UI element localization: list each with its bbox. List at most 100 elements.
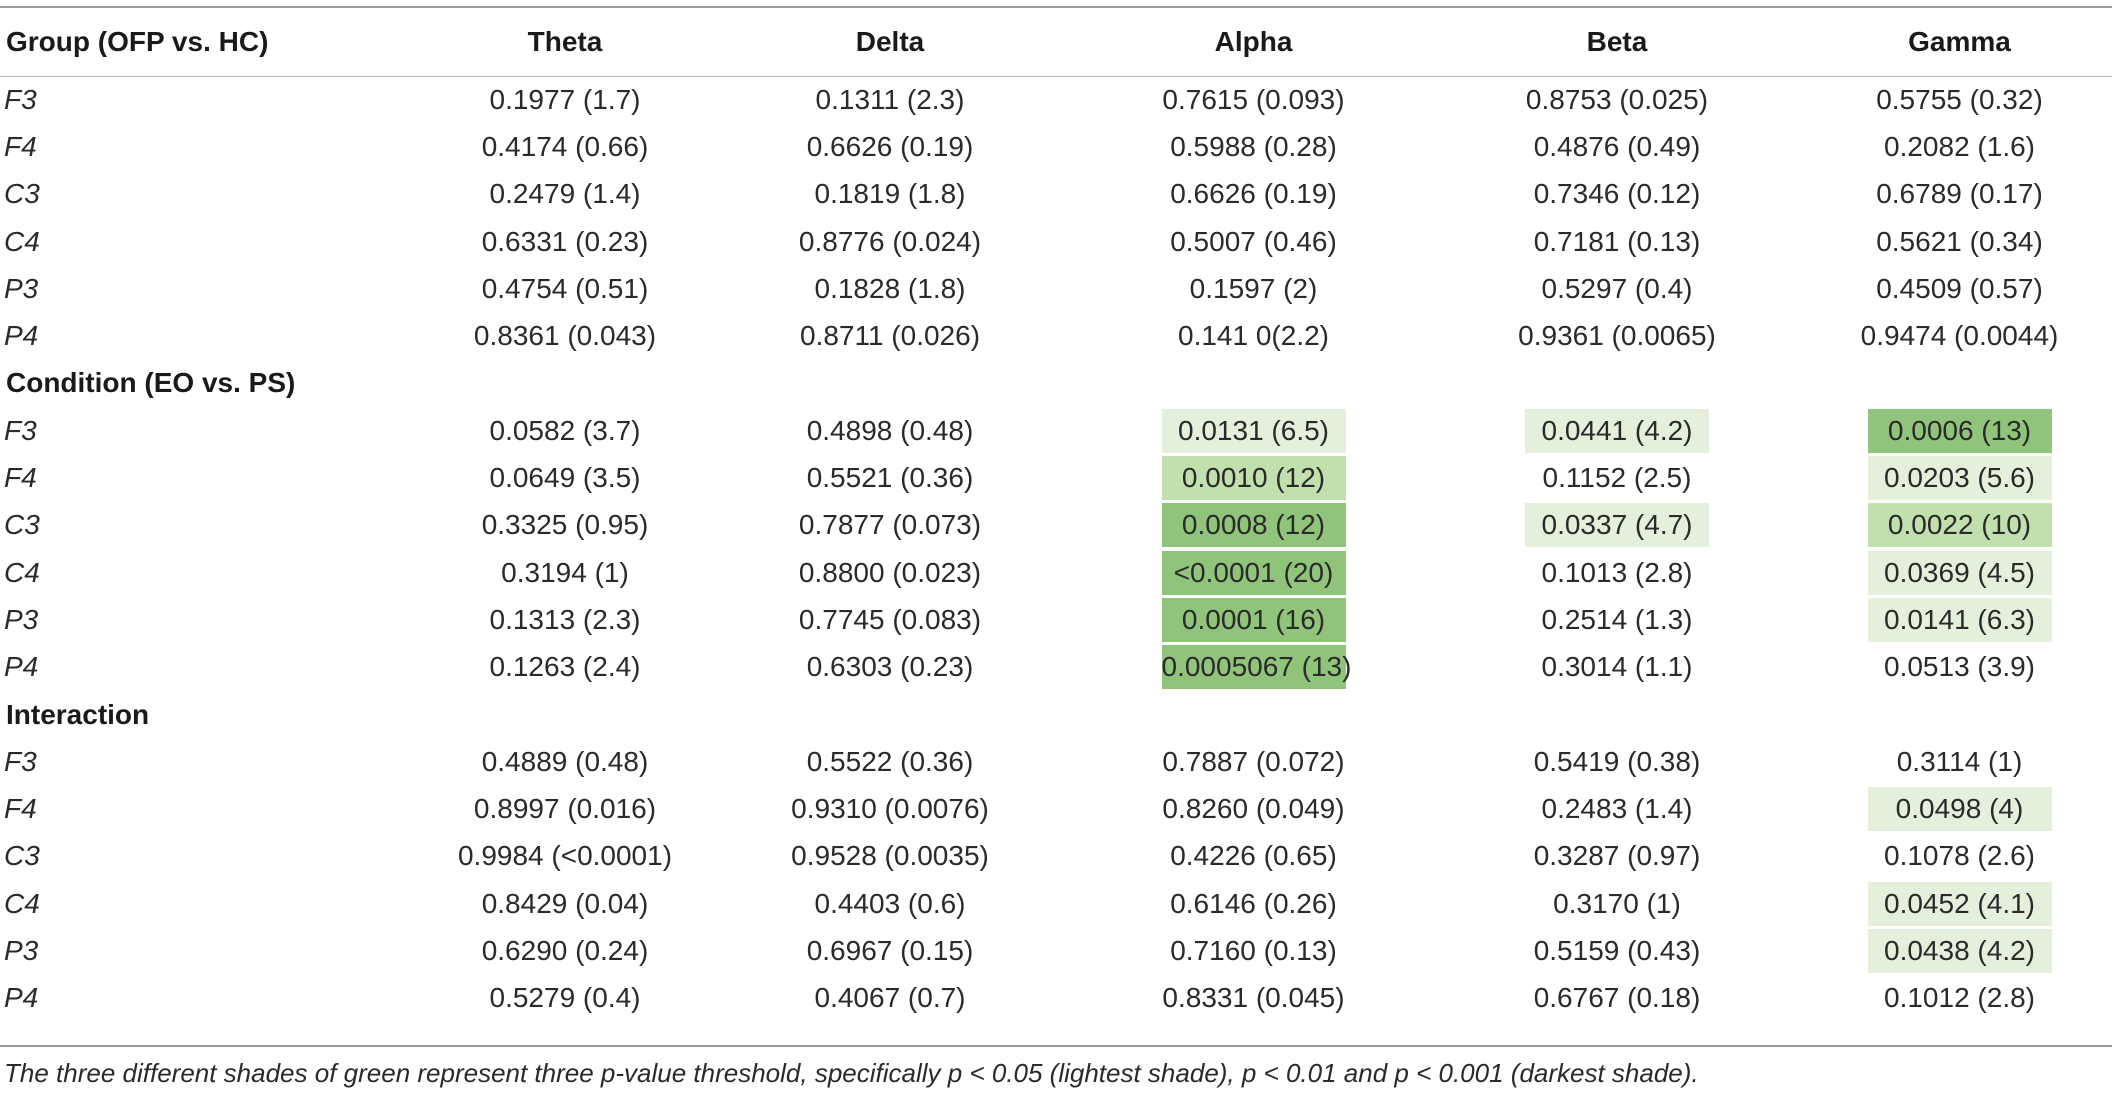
cell-value: 0.6626 (0.19) <box>1170 178 1337 210</box>
cell-value: 0.8711 (0.026) <box>799 320 981 352</box>
table-row: F3 0.1977 (1.7) 0.1311 (2.3) 0.7615 (0.093)… <box>0 76 2112 123</box>
table-row: C4 0.3194 (1) 0.8800 (0.023) <0.0001 (20) 0.… <box>0 549 2112 596</box>
cell-value: 0.3194 (1) <box>501 556 629 588</box>
cell-value: 0.1819 (1.8) <box>814 178 966 210</box>
table-cell: 0.9474 (0.0044) <box>1807 312 2112 359</box>
cell-value: 0.1313 (2.3) <box>489 603 641 635</box>
table-cell: 0.7615 (0.093) <box>1080 76 1427 123</box>
table-cell: 0.5521 (0.36) <box>700 454 1080 501</box>
table-row: C4 0.8429 (0.04) 0.4403 (0.6) 0.6146 (0.26)… <box>0 880 2112 927</box>
cell-value: 0.4067 (0.7) <box>814 982 966 1014</box>
table-cell: 0.9528 (0.0035) <box>700 833 1080 880</box>
table-cell: 0.5159 (0.43) <box>1427 927 1807 974</box>
results-table: Group (OFP vs. HC) Theta Delta Alpha Bet… <box>0 8 2112 1022</box>
shaded-cell-value: 0.0008 (12) <box>1161 503 1346 548</box>
table-cell: 0.0513 (3.9) <box>1807 644 2112 691</box>
cell-value: 0.6303 (0.23) <box>806 651 974 683</box>
column-header-gamma: Gamma <box>1908 26 2011 57</box>
table-cell: 0.1013 (2.8) <box>1427 549 1807 596</box>
cell-value: 0.5521 (0.36) <box>806 462 974 494</box>
row-label: P4 <box>4 320 39 352</box>
cell-value: 0.6626 (0.19) <box>806 130 974 162</box>
cell-value: 0.8260 (0.049) <box>1162 793 1345 825</box>
table-top-rule <box>0 6 2112 8</box>
cell-value: 0.4754 (0.51) <box>481 272 649 304</box>
table-row: F3 0.0582 (3.7) 0.4898 (0.48) 0.0131 (6.5) 0… <box>0 407 2112 454</box>
table-cell: 0.5419 (0.38) <box>1427 738 1807 785</box>
table-cell: 0.7877 (0.073) <box>700 502 1080 549</box>
table-row: P3 0.6290 (0.24) 0.6967 (0.15) 0.7160 (0.13… <box>0 927 2112 974</box>
table-cell: 0.6303 (0.23) <box>700 644 1080 691</box>
table-cell: 0.4174 (0.66) <box>430 123 700 170</box>
cell-value: 0.2514 (1.3) <box>1541 603 1693 635</box>
table-row: P4 0.8361 (0.043) 0.8711 (0.026) 0.141 0(2.… <box>0 312 2112 359</box>
cell-value: 0.8800 (0.023) <box>798 556 982 588</box>
cell-value: 0.0513 (3.9) <box>1884 651 2035 683</box>
table-cell: 0.5621 (0.34) <box>1807 218 2112 265</box>
shaded-cell-value: 0.0452 (4.1) <box>1867 881 2052 926</box>
cell-value: 0.2483 (1.4) <box>1541 793 1693 825</box>
cell-value: 0.2082 (1.6) <box>1884 130 2035 162</box>
shaded-cell-value: 0.0131 (6.5) <box>1161 408 1346 453</box>
cell-value: 0.4509 (0.57) <box>1876 272 2043 304</box>
cell-value: 0.9984 (<0.0001) <box>457 840 673 872</box>
table-cell: 0.4509 (0.57) <box>1807 265 2112 312</box>
table-row: C3 0.2479 (1.4) 0.1819 (1.8) 0.6626 (0.19) 0… <box>0 171 2112 218</box>
cell-value: 0.1152 (2.5) <box>1542 462 1692 494</box>
table-cell: 0.4898 (0.48) <box>700 407 1080 454</box>
shaded-cell-value: 0.0141 (6.3) <box>1867 597 2052 642</box>
cell-value: 0.0649 (3.5) <box>489 462 641 494</box>
table-cell: 0.8800 (0.023) <box>700 549 1080 596</box>
table-cell: 0.2483 (1.4) <box>1427 785 1807 832</box>
cell-value: 0.9310 (0.0076) <box>791 793 989 825</box>
column-header-delta: Delta <box>855 26 925 57</box>
table-cell: 0.0008 (12) <box>1080 502 1427 549</box>
cell-value: 0.8361 (0.043) <box>473 320 657 352</box>
cell-value: 0.1012 (2.8) <box>1884 982 2035 1014</box>
cell-value: 0.8753 (0.025) <box>1525 83 1709 115</box>
cell-value: 0.3287 (0.97) <box>1533 840 1701 872</box>
section-title: Interaction <box>6 698 150 730</box>
shaded-cell-value: 0.0010 (12) <box>1161 456 1346 501</box>
table-cell: 0.4403 (0.6) <box>700 880 1080 927</box>
table-cell: 0.0203 (5.6) <box>1807 454 2112 501</box>
cell-value: 0.5755 (0.32) <box>1876 83 2043 115</box>
table-row: C3 0.9984 (<0.0001) 0.9528 (0.0035) 0.4226 … <box>0 833 2112 880</box>
cell-value: 0.8429 (0.04) <box>481 887 649 919</box>
table-cell: 0.1977 (1.7) <box>430 76 700 123</box>
cell-value: 0.5621 (0.34) <box>1876 225 2043 257</box>
cell-value: 0.6146 (0.26) <box>1170 887 1337 919</box>
table-cell: 0.0438 (4.2) <box>1807 927 2112 974</box>
table-cell: 0.3287 (0.97) <box>1427 833 1807 880</box>
row-label: F4 <box>4 130 37 162</box>
table-cell: 0.0337 (4.7) <box>1427 502 1807 549</box>
cell-value: 0.1311 (2.3) <box>815 83 965 115</box>
table-cell: 0.8776 (0.024) <box>700 218 1080 265</box>
table-cell: 0.4067 (0.7) <box>700 975 1080 1022</box>
table-bottom-rule <box>0 1045 2112 1047</box>
cell-value: 0.5419 (0.38) <box>1533 745 1701 777</box>
table-cell: 0.1828 (1.8) <box>700 265 1080 312</box>
section-title: Condition (EO vs. PS) <box>6 367 296 399</box>
cell-value: 0.1013 (2.8) <box>1541 556 1693 588</box>
table-header-rule <box>0 76 2112 77</box>
column-header-group: Group (OFP vs. HC) <box>6 26 269 57</box>
shaded-cell-value: 0.0006 (13) <box>1867 408 2052 453</box>
table-footnote: The three different shades of green repr… <box>4 1058 1699 1088</box>
shaded-cell-value: 0.0498 (4) <box>1867 787 2052 832</box>
table-cell: 0.1819 (1.8) <box>700 171 1080 218</box>
cell-value: 0.3325 (0.95) <box>481 509 649 541</box>
shaded-cell-value: 0.0203 (5.6) <box>1867 456 2052 501</box>
table-cell: 0.0006 (13) <box>1807 407 2112 454</box>
table-cell: 0.0022 (10) <box>1807 502 2112 549</box>
cell-value: 0.5007 (0.46) <box>1170 225 1337 257</box>
shaded-cell-value: 0.0022 (10) <box>1867 503 2052 548</box>
table-cell: 0.9310 (0.0076) <box>700 785 1080 832</box>
table-cell: 0.1311 (2.3) <box>700 76 1080 123</box>
table-cell: 0.4226 (0.65) <box>1080 833 1427 880</box>
cell-value: 0.4174 (0.66) <box>481 130 649 162</box>
table-cell: 0.8753 (0.025) <box>1427 76 1807 123</box>
table-cell: 0.9984 (<0.0001) <box>430 833 700 880</box>
cell-value: 0.4403 (0.6) <box>814 887 966 919</box>
cell-value: 0.7346 (0.12) <box>1533 178 1701 210</box>
